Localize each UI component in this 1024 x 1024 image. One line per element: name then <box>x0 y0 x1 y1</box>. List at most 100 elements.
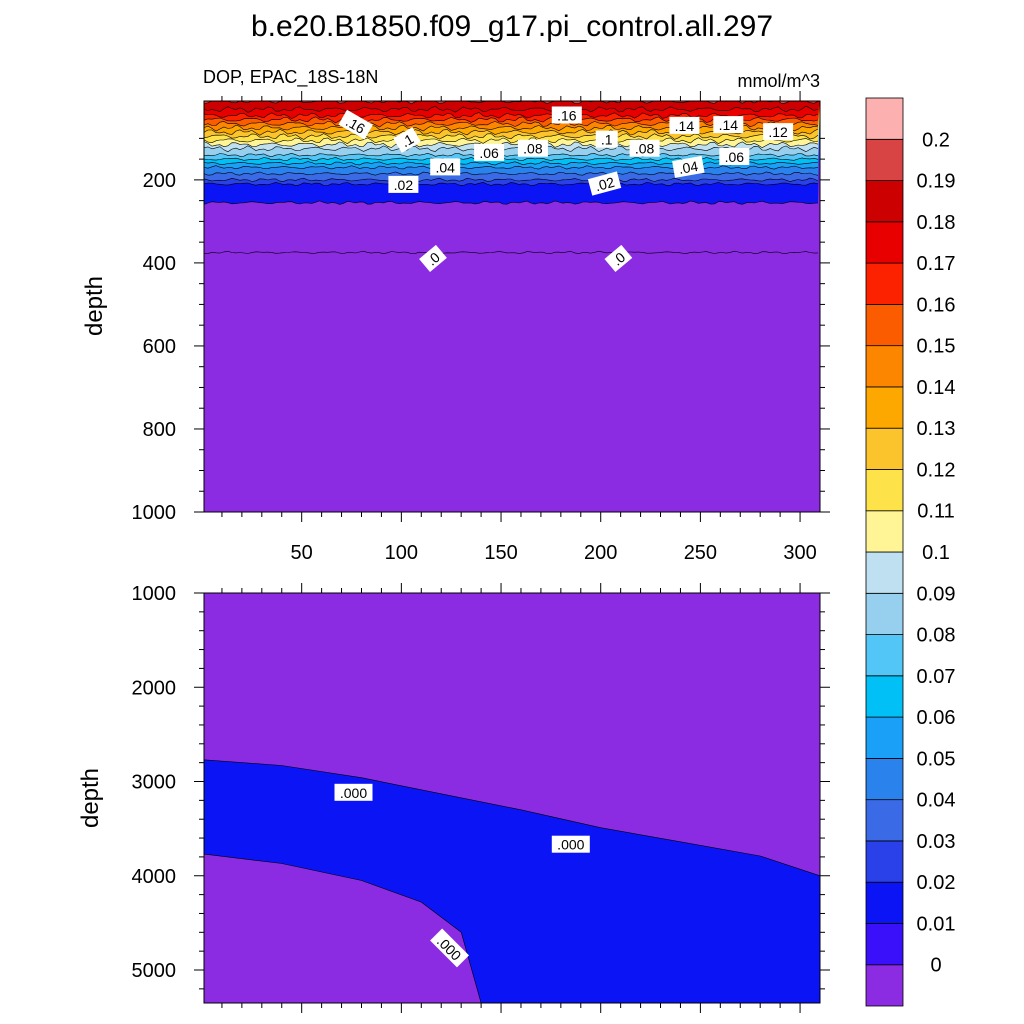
panel1-contour-line <box>203 177 819 182</box>
colorbar-label: 0.16 <box>917 294 956 316</box>
colorbar-label: 0.14 <box>917 377 956 399</box>
panel1-ytick-label: 600 <box>143 336 176 358</box>
panel1-contour-label-text: .12 <box>768 124 788 140</box>
panel2-region-fill <box>204 854 482 1003</box>
panel2-frame <box>203 592 821 1004</box>
colorbar-box <box>865 551 904 594</box>
panel1-contour-label-text: .02 <box>394 177 414 193</box>
colorbar-box <box>865 634 904 677</box>
colorbar-box <box>865 221 904 264</box>
panel2-ytick-label: 2000 <box>132 677 177 699</box>
panel1-ytick-label: 200 <box>143 170 176 192</box>
panel2-contour-fills <box>203 593 821 1004</box>
panel1-contour-label: .08 <box>517 139 548 157</box>
panel2-ytick-label: 4000 <box>132 866 177 888</box>
panel1-xtick-label: 150 <box>484 542 517 564</box>
colorbar-box <box>865 592 904 635</box>
panel1-contour-label: .1 <box>393 127 421 153</box>
panel1-contour-line <box>203 100 819 105</box>
panel1-contour-line <box>203 161 819 166</box>
colorbar-box <box>865 303 904 347</box>
colorbar-label: 0.04 <box>917 790 956 812</box>
colorbar-box <box>865 840 904 883</box>
panel1-contour-label: .04 <box>672 155 705 178</box>
colorbar: 0 0.01 0.02 0.03 0.04 0.05 0.06 0.07 0.08 0.09 0.1… <box>865 97 956 1007</box>
panel1-contour-line <box>203 181 819 187</box>
panel1-contour-line <box>203 105 819 113</box>
colorbar-box <box>865 881 904 924</box>
colorbar-box <box>865 964 904 1007</box>
panel1-contour-label: .06 <box>719 148 750 165</box>
colorbar-label: 0.05 <box>917 748 956 770</box>
colorbar-label: 0.12 <box>917 460 956 482</box>
panel1-contour-label-text: .04 <box>677 158 699 177</box>
panel1-contour-line <box>203 112 819 120</box>
panel2-ytick-label: 1000 <box>132 583 177 605</box>
colorbar-box <box>865 923 904 966</box>
panel1-contour-line <box>203 200 819 205</box>
panel1-contour-label: .04 <box>430 158 461 176</box>
panel1-contour-label-text: .14 <box>719 117 739 133</box>
panel1-xtick-label: 300 <box>783 542 816 564</box>
colorbar-label: 0.13 <box>917 418 956 440</box>
panel2-contour-label-text: .000 <box>557 837 584 853</box>
panel1-contour-label: .12 <box>763 123 794 141</box>
panel1-contour-label-text: .08 <box>523 141 543 157</box>
panel2-axes: 1000 2000 3000 4000 5000 <box>132 583 830 1013</box>
panel1-contour-label: .02 <box>587 171 622 196</box>
panel1-contour-label-text: .16 <box>557 108 577 124</box>
colorbar-box <box>865 469 904 512</box>
colorbar-label: 0.01 <box>917 914 956 936</box>
panel1-ylabel: depth <box>81 276 108 336</box>
colorbar-box <box>865 758 904 801</box>
panel2-contour-line <box>203 759 821 877</box>
panel1-xtick-label: 200 <box>584 542 617 564</box>
panel1-contour-label: .14 <box>669 116 700 134</box>
panel1-xtick-label: 50 <box>291 542 313 564</box>
panel1-contour-label: .16 <box>551 106 582 124</box>
colorbar-box <box>865 97 904 140</box>
colorbar-box <box>865 675 904 718</box>
colorbar-label: 0.11 <box>917 501 954 523</box>
colorbar-label: 0.08 <box>917 625 956 647</box>
colorbar-label: 0.09 <box>917 583 956 605</box>
panel1-ytick-label: 1000 <box>132 502 177 524</box>
panel1-contour-line <box>203 152 819 158</box>
panel2-contour-line <box>203 853 482 1004</box>
panel1-ytick-label: 400 <box>143 253 176 275</box>
panel1-contour-line <box>203 250 819 255</box>
panel2-contour-labels: .000 .000 .000 <box>334 783 590 968</box>
panel1-contour-line <box>203 165 819 170</box>
panel1-contour-label-text: .14 <box>675 118 695 134</box>
colorbar-label: 0.02 <box>917 872 956 894</box>
colorbar-label: 0.19 <box>917 171 956 193</box>
panel1-xtick-label: 250 <box>684 542 717 564</box>
colorbar-label: 0 <box>930 955 941 977</box>
colorbar-label: 0.06 <box>917 707 956 729</box>
colorbar-label: 0.03 <box>917 831 956 853</box>
panel1-right-subtitle: mmol/m^3 <box>738 71 820 91</box>
panel1-contour-label: .02 <box>388 175 419 193</box>
colorbar-label: 0.17 <box>917 253 956 275</box>
panel1-contour-line <box>203 171 819 176</box>
panel2-contour-label: .000 <box>430 928 469 968</box>
colorbar-box <box>865 386 904 429</box>
panel1-contour-label-text: .06 <box>725 149 745 165</box>
colorbar-box <box>865 799 904 842</box>
panel1-contour-line <box>203 157 819 162</box>
panel2-contour-label-text: .000 <box>340 785 367 801</box>
panel1-contour-label-text: .06 <box>479 145 499 161</box>
panel1-band-fill <box>204 101 820 104</box>
panel1-contour-label: .06 <box>474 143 505 161</box>
colorbar-box <box>865 510 904 553</box>
colorbar-box <box>865 138 904 182</box>
colorbar-box <box>865 262 904 305</box>
colorbar-box <box>865 716 904 759</box>
colorbar-label: 0.18 <box>917 212 956 234</box>
panel2-contour-label: .000 <box>551 835 590 853</box>
panel1-contour-line <box>203 133 819 140</box>
panel2-ytick-label: 5000 <box>132 960 177 982</box>
panel1-contour-label-text: .08 <box>635 141 655 157</box>
panel1-xtick-label: 100 <box>385 542 418 564</box>
colorbar-box <box>865 427 904 470</box>
